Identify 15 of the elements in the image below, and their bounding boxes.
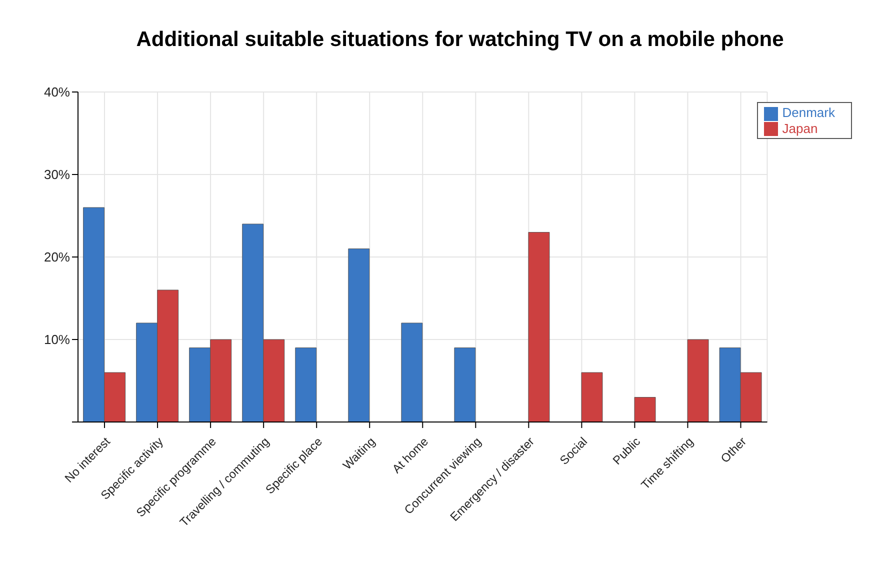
bar: [634, 397, 656, 422]
bar: [454, 348, 476, 422]
y-tick-label: 30%: [44, 167, 70, 182]
bar: [528, 232, 550, 422]
legend-label: Denmark: [782, 105, 835, 120]
bar: [348, 248, 370, 422]
bar: [401, 322, 423, 422]
chart-title: Additional suitable situations for watching TV on a mobile phone: [135, 27, 785, 52]
y-tick-label: 10%: [44, 332, 70, 348]
bar: [687, 339, 709, 422]
bar: [581, 372, 603, 422]
bar: [295, 348, 317, 422]
y-tick-label: 20%: [44, 250, 70, 265]
legend-label: Japan: [782, 120, 818, 136]
y-tick-label: 40%: [44, 84, 70, 100]
